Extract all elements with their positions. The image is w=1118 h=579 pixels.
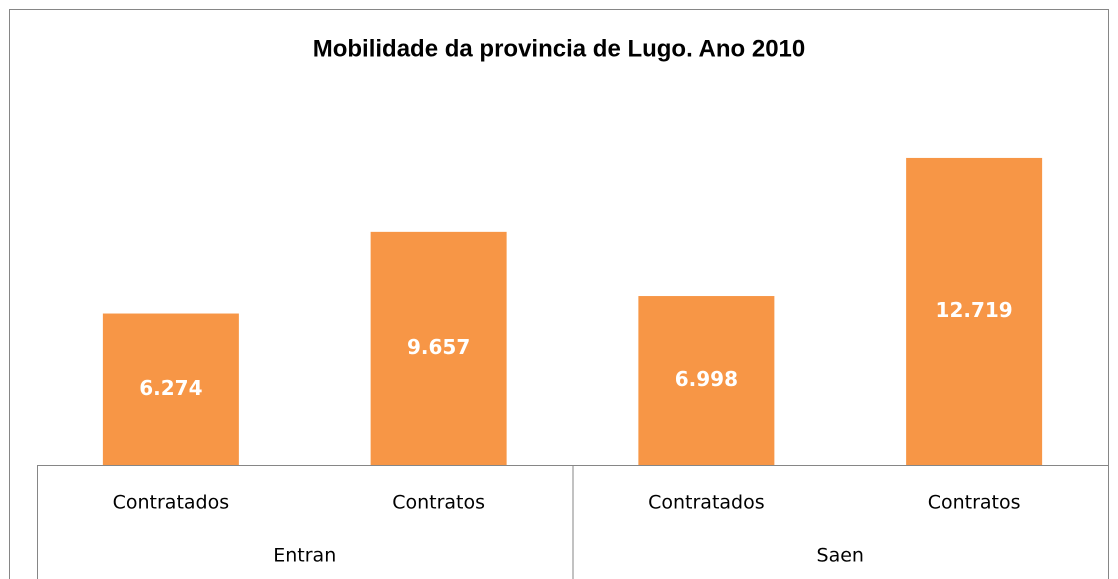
group-label: Saen: [817, 545, 864, 567]
data-label: 12.719: [936, 298, 1013, 322]
bar: [370, 231, 507, 465]
data-label: 9.657: [407, 335, 470, 359]
x-tick-label: Contratados: [648, 492, 765, 514]
x-tick-label: Contratos: [928, 492, 1021, 514]
bar: [102, 313, 239, 465]
bar: [906, 157, 1043, 465]
bar: [638, 296, 775, 465]
x-tick-label: Contratados: [113, 492, 230, 514]
x-tick-label: Contratos: [392, 492, 485, 514]
data-label: 6.274: [139, 376, 202, 400]
group-label: Entran: [273, 545, 336, 567]
chart-title: Mobilidade da provincia de Lugo. Ano 201…: [313, 35, 806, 62]
data-label: 6.998: [675, 367, 738, 391]
chart-frame: [9, 9, 1109, 579]
